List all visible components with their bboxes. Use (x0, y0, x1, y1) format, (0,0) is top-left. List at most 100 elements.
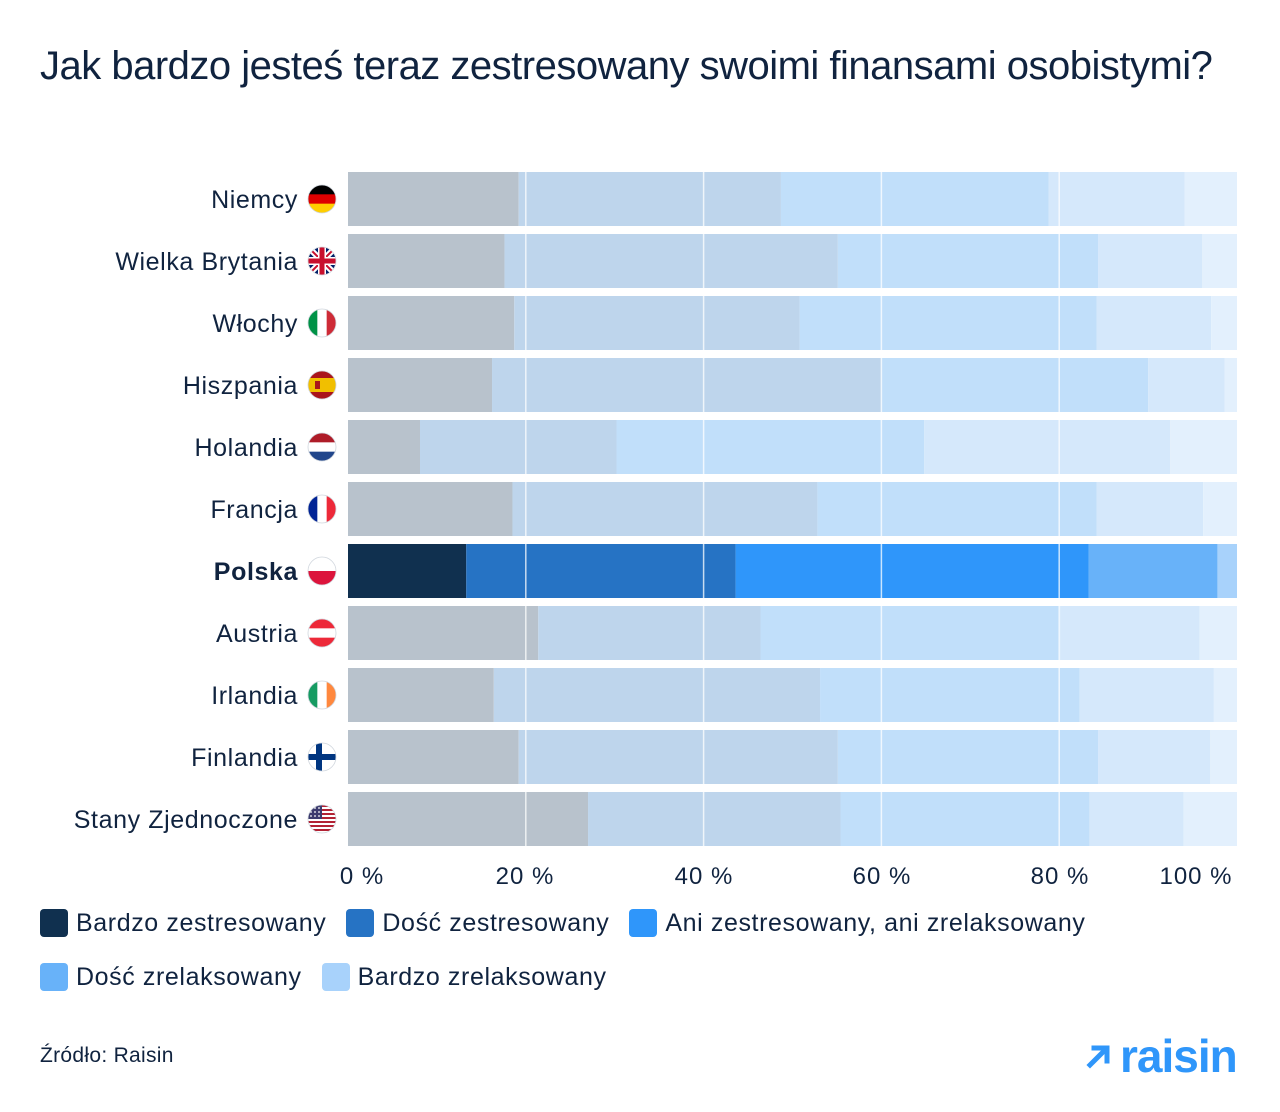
italy-flag-icon (307, 308, 337, 338)
legend-swatch (40, 963, 68, 991)
bar-segment (466, 544, 736, 598)
bar-segment (924, 420, 1171, 474)
bar-segment (1148, 358, 1225, 412)
category-label: Francja (210, 496, 298, 524)
category-label: Włochy (212, 310, 298, 338)
bar-segment (518, 172, 781, 226)
legend-item-fairly-relaxed: Dość zrelaksowany (40, 962, 302, 992)
bar-segment (348, 296, 515, 350)
bar-segment (518, 730, 838, 784)
ireland-flag-icon (307, 680, 337, 710)
bar-segment (348, 668, 494, 722)
source-note: Źródło: Raisin (40, 1044, 174, 1067)
poland-flag-icon (307, 556, 337, 586)
bar-segment (1098, 730, 1211, 784)
bar-segment (348, 234, 505, 288)
bar-segment (1089, 792, 1184, 846)
bar-segment (588, 792, 841, 846)
category-label: Holandia (195, 434, 298, 462)
bar-segment (1202, 234, 1237, 288)
stacked-bar-chart: Niemcy Wielka Brytania Włochy Hiszpania Hola… (74, 172, 1237, 890)
raisin-logo: raisin (1084, 1030, 1238, 1082)
category-label: Stany Zjednoczone (74, 806, 298, 834)
legend-item-neutral: Ani zestresowany, ani zrelaksowany (629, 908, 1085, 938)
bar-segment (512, 482, 818, 536)
bar-segment (820, 668, 1080, 722)
bar-segment (1203, 482, 1237, 536)
bar-segment (514, 296, 800, 350)
x-tick-label: 80 % (1031, 863, 1090, 890)
bar-segment (780, 172, 1049, 226)
x-tick-label: 60 % (853, 863, 912, 890)
arrow-up-right-icon (1086, 1045, 1110, 1069)
bar-segment (1060, 606, 1200, 660)
bars-layer (348, 172, 1237, 846)
legend-label: Dość zestresowany (382, 908, 610, 937)
bar-segment (1184, 172, 1237, 226)
category-label: Austria (216, 620, 298, 648)
bar-segment (348, 172, 519, 226)
germany-flag-icon (307, 184, 337, 214)
legend-item-very-relaxed: Bardzo zrelaksowany (321, 962, 607, 992)
bar-segment (504, 234, 838, 288)
bar-segment (1170, 420, 1237, 474)
bar-segment (881, 358, 1149, 412)
bar-segment (1098, 234, 1203, 288)
legend-item-very-stressed: Bardzo zestresowany (40, 908, 326, 938)
bar-segment (817, 482, 1097, 536)
bar-segment (840, 792, 1090, 846)
grid-layer (525, 172, 1060, 846)
category-labels: Niemcy Wielka Brytania Włochy Hiszpania Hola… (74, 186, 298, 834)
netherlands-flag-icon (307, 432, 337, 462)
category-label: Finlandia (191, 744, 298, 772)
legend-swatch (346, 909, 375, 937)
bar-segment (348, 544, 467, 598)
legend-swatch (321, 963, 350, 991)
legend-item-fairly-stressed: Dość zestresowany (346, 908, 609, 938)
flags-layer (307, 184, 337, 834)
spain-flag-icon (307, 370, 337, 400)
bar-segment (1217, 544, 1237, 598)
x-tick-label: 40 % (675, 863, 734, 890)
bar-segment (1079, 668, 1214, 722)
bar-segment (538, 606, 761, 660)
legend: Bardzo zestresowany Dość zestresowany An… (40, 908, 1240, 992)
legend-label: Ani zestresowany, ani zrelaksowany (665, 908, 1086, 937)
category-label: Hiszpania (183, 372, 298, 400)
france-flag-icon (307, 494, 337, 524)
bar-segment (735, 544, 1089, 598)
bar-segment (1096, 482, 1204, 536)
bar-segment (348, 792, 589, 846)
bar-segment (1224, 358, 1237, 412)
uk-flag-icon (307, 246, 337, 276)
bar-segment (1183, 792, 1237, 846)
bar-segment (1096, 296, 1212, 350)
bar-segment (1048, 172, 1185, 226)
bar-segment (1210, 730, 1237, 784)
bar-segment (420, 420, 617, 474)
bar-segment (348, 606, 539, 660)
legend-swatch (629, 909, 658, 937)
bar-segment (799, 296, 1097, 350)
austria-flag-icon (307, 618, 337, 648)
chart-title: Jak bardzo jesteś teraz zestresowany swo… (40, 44, 1213, 88)
legend-label: Bardzo zrelaksowany (357, 962, 607, 991)
x-axis-ticks: 0 % 20 % 40 % 60 % 80 % 100 % (340, 863, 1232, 890)
bar-segment (492, 358, 882, 412)
category-label: Niemcy (211, 186, 298, 214)
x-tick-label: 20 % (496, 863, 555, 890)
legend-label: Bardzo zestresowany (76, 908, 327, 937)
bar-segment (348, 482, 513, 536)
bar-segment (1088, 544, 1218, 598)
bar-segment (1213, 668, 1237, 722)
usa-flag-icon (307, 804, 337, 834)
x-tick-label: 0 % (340, 863, 384, 890)
finland-flag-icon (307, 742, 337, 772)
x-tick-label: 100 % (1159, 863, 1232, 890)
bar-segment (1211, 296, 1237, 350)
bar-segment (1199, 606, 1237, 660)
legend-label: Dość zrelaksowany (76, 962, 302, 991)
bar-segment (493, 668, 821, 722)
bar-segment (616, 420, 925, 474)
bar-segment (348, 420, 421, 474)
